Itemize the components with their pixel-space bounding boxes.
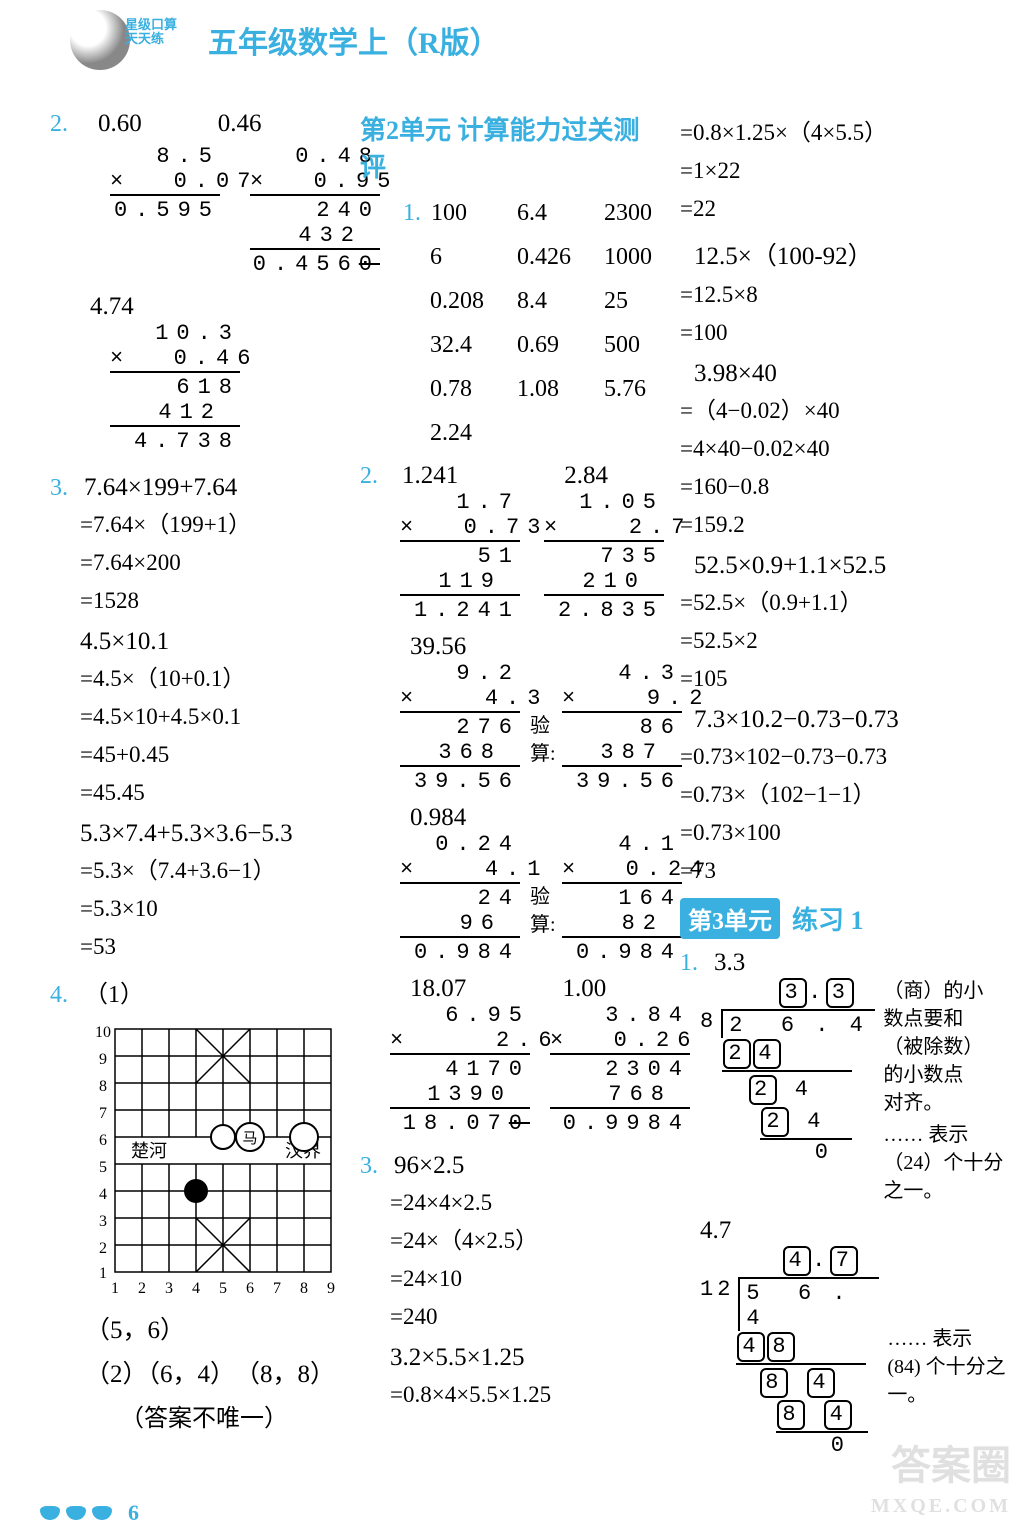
svg-text:2: 2 [99, 1240, 107, 1257]
c2-m3: 9.2 × 4.3 276 368 39.56 [400, 661, 520, 794]
coord-ans: （5，6） [85, 1310, 350, 1346]
badge-line1: 星级口算 [125, 17, 177, 32]
q3-e3-head: 5.3×7.4+5.3×3.6−5.3 [80, 820, 350, 848]
svg-text:6: 6 [246, 1280, 254, 1297]
e1-l1: =7.64×200 [80, 544, 350, 582]
vm3-p1: 618 [110, 371, 240, 400]
vertical-mult-3: 10.3 × 0.46 618 412 4.738 [110, 321, 240, 454]
times-sign: × [110, 169, 174, 194]
q2-number: 2. [50, 111, 78, 138]
unit3-text: 练习 1 [792, 900, 864, 937]
unit2-q1-table: 1.1006.42300 60.4261000 0.2088.425 32.40… [400, 190, 684, 456]
chess-board-svg: 楚河 汉界 马 109 87 65 43 21 12 34 56 78 9 [85, 1019, 345, 1299]
svg-text:3: 3 [165, 1280, 173, 1297]
q2-ans-2: 4.74 [90, 293, 350, 321]
page-title: 五年级数学上（R版） [208, 18, 500, 62]
vm1-prod: 0.595 [110, 194, 220, 223]
mascot-logo: 星级口算 天天练 [70, 10, 130, 70]
footer-ornament-icon [92, 1506, 112, 1520]
q4-number: 4. [50, 982, 78, 1009]
column-2: 第2单元 计算能力过关测评 1.1006.42300 60.4261000 0.… [360, 110, 660, 1422]
long-division-1: 3.3 8 2 6 . 4 24 2 4 2 4 0 [700, 977, 1010, 1205]
column-3: =0.8×1.25×（4×5.5） =1×22 =22 12.5×（100-92… [680, 110, 1010, 1458]
q4-2: （2）（6，4） （8，8） [85, 1354, 350, 1390]
svg-text:1: 1 [111, 1280, 119, 1297]
e1-l2: =1528 [80, 582, 350, 620]
div1-annotation: （商）的小 数点要和 （被除数） 的小数点 对齐。 …… 表示（24）个十分之一… [883, 977, 1010, 1205]
svg-text:马: 马 [242, 1130, 257, 1147]
q3-e2-block: =4.5×（10+0.1） =4.5×10+4.5×0.1 =45+0.45 =… [80, 660, 350, 812]
q4-note: （答案不唯一） [120, 1398, 350, 1433]
column-1: 2. 0.60 0.46 8.5 × 0.07 0.595 0.48 × 0.9… [50, 110, 350, 1433]
svg-text:2: 2 [138, 1280, 146, 1297]
badge-line2: 天天练 [125, 31, 164, 46]
long-division-2: 4.7 12 5 6 . 4 48 8 4 8 4 0 [700, 1245, 1010, 1458]
watermark-line1: 答案圈 [871, 1446, 1011, 1486]
page-number: 6 [128, 1500, 139, 1526]
page-footer: 6 [40, 1500, 139, 1526]
svg-text:3: 3 [99, 1213, 107, 1230]
logo-badge: 星级口算 天天练 [125, 18, 195, 46]
svg-text:5: 5 [99, 1159, 107, 1176]
c2-m7: 6.95 × 2.6 4170 1390 18.070 [390, 1003, 530, 1136]
svg-text:9: 9 [99, 1051, 107, 1068]
svg-text:7: 7 [273, 1280, 281, 1297]
c2-m6: 4.1 × 0.24 164 82 0.984 [562, 832, 682, 965]
q3-e2-head: 4.5×10.1 [80, 628, 350, 656]
vm3-a: 10.3 [110, 321, 240, 346]
svg-text:8: 8 [99, 1078, 107, 1095]
q4-1: （1） [84, 982, 144, 1008]
svg-text:5: 5 [219, 1280, 227, 1297]
vm1-b: 0.07 [174, 169, 259, 194]
svg-text:7: 7 [99, 1105, 107, 1122]
c2-m4: 4.3 × 9.2 86 387 39.56 [562, 661, 682, 794]
vertical-mult-1: 8.5 × 0.07 0.595 [110, 144, 220, 277]
unit3-badge: 第3单元 [680, 898, 780, 939]
svg-text:4: 4 [192, 1280, 200, 1297]
vm3-p2: 412 [110, 400, 240, 425]
footer-ornament-icon [66, 1506, 86, 1520]
svg-text:10: 10 [95, 1024, 111, 1041]
q2-ans-1: 0.46 [218, 110, 262, 137]
vm3-prod: 4.738 [110, 425, 240, 454]
footer-ornament-icon [40, 1506, 60, 1520]
svg-text:6: 6 [99, 1132, 107, 1149]
q3-e1-head: 7.64×199+7.64 [84, 474, 237, 501]
q3-number: 3. [50, 475, 78, 502]
q3-e3-block: =5.3×（7.4+3.6−1） =5.3×10 =53 [80, 852, 350, 966]
river-left: 楚河 [131, 1141, 167, 1161]
svg-text:1: 1 [99, 1265, 107, 1282]
svg-text:9: 9 [327, 1280, 335, 1297]
q2-row: 2. 0.60 0.46 [50, 110, 350, 138]
q3-e1-block: =7.64×（199+1） =7.64×200 =1528 [80, 506, 350, 620]
watermark-line2: MXQE.COM [871, 1486, 1011, 1526]
q2-ans-0: 0.60 [98, 110, 142, 137]
vm1-a: 8.5 [110, 144, 220, 169]
svg-text:4: 4 [99, 1186, 107, 1203]
page-header: 星级口算 天天练 五年级数学上（R版） [70, 10, 500, 70]
unit2-title: 第2单元 计算能力过关测评 [360, 110, 660, 184]
chess-grid: 楚河 汉界 马 109 87 65 43 21 12 34 56 78 9 [85, 1019, 350, 1306]
svg-text:8: 8 [300, 1280, 308, 1297]
c2-m1: 1.7 × 0.73 51 119 1.241 [400, 490, 520, 623]
e1-l0: =7.64×（199+1） [80, 506, 350, 544]
c2-m8: 3.84 × 0.26 2304 768 0.9984 [550, 1003, 690, 1136]
vm3-b: 0.46 [174, 346, 259, 371]
watermark: 答案圈 MXQE.COM [871, 1446, 1011, 1526]
div2-annotation: …… 表示 (84) 个十分之一。 [887, 1325, 1010, 1409]
c2-m2: 1.05 × 2.7 735 210 2.835 [544, 490, 664, 623]
c2-m5: 0.24 × 4.1 24 96 0.984 [400, 832, 520, 965]
